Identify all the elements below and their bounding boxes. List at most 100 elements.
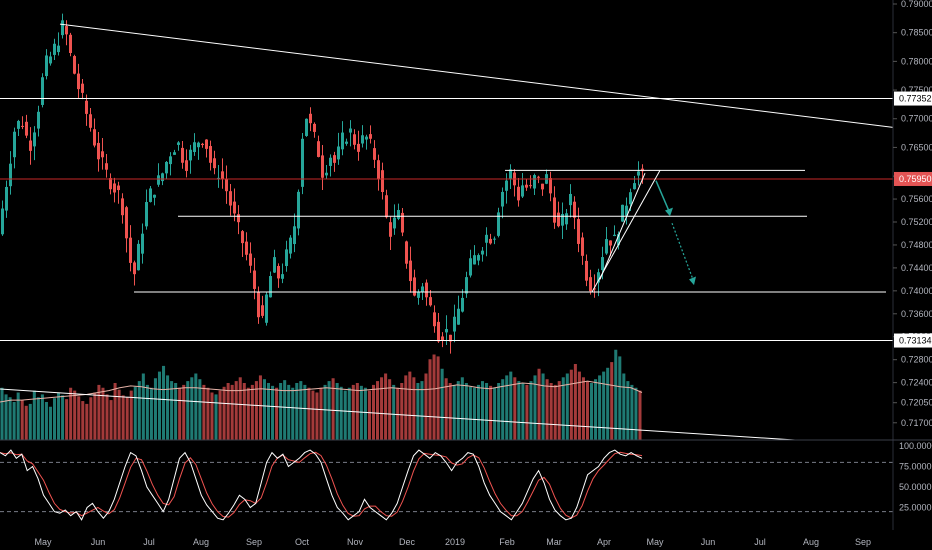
volume-bar: [315, 392, 319, 440]
volume-bar: [218, 390, 222, 440]
volume-bar: [384, 373, 388, 440]
candle-body: [117, 185, 120, 191]
candle-body: [297, 191, 300, 229]
volume-bar: [622, 373, 626, 440]
volume-bar: [513, 377, 517, 440]
candle-body: [173, 152, 176, 155]
candle-body: [101, 151, 104, 158]
volume-bar: [48, 406, 52, 440]
candle-body: [429, 297, 432, 306]
candle-body: [81, 83, 84, 93]
volume-bar: [448, 383, 452, 440]
candle-body: [437, 321, 440, 342]
price-tick-label: 0.71700: [901, 418, 932, 428]
volume-bar: [57, 392, 61, 440]
volume-bar: [561, 377, 565, 440]
volume-bar: [363, 387, 367, 440]
candle-body: [177, 142, 180, 145]
candle-body: [145, 202, 148, 227]
time-tick-label: Aug: [193, 537, 209, 547]
volume-bar: [436, 356, 440, 440]
candle-body: [581, 237, 584, 256]
candle-body: [317, 141, 320, 157]
volume-bar: [618, 356, 622, 440]
volume-bar: [485, 383, 489, 440]
candle-body: [257, 291, 260, 318]
candle-body: [441, 336, 444, 341]
volume-layer: [0, 349, 643, 440]
volume-bar: [501, 379, 505, 440]
price-tick-label: 0.72400: [901, 378, 932, 388]
volume-bar: [549, 383, 553, 440]
price-tick-label: 0.73600: [901, 309, 932, 319]
annotation-lines: [0, 23, 894, 441]
volume-bar: [283, 380, 287, 440]
volume-bar: [113, 383, 117, 440]
volume-bar: [614, 349, 618, 440]
candle-body: [401, 212, 404, 233]
candle-body: [13, 131, 16, 158]
time-tick-label: Jun: [701, 537, 716, 547]
price-tick-label: 0.75200: [901, 217, 932, 227]
candle-body: [9, 163, 12, 187]
candle-body: [421, 286, 424, 293]
trendline-lower: [0, 388, 796, 441]
candle-body: [53, 43, 56, 55]
candle-body: [473, 255, 476, 265]
time-tick-label: Nov: [347, 537, 364, 547]
volume-bar: [533, 375, 537, 440]
candle-body: [93, 129, 96, 146]
stoch-tick-label: 75.0000: [899, 462, 932, 472]
candle-body: [161, 173, 164, 182]
volume-bar: [166, 375, 170, 440]
volume-bar: [12, 402, 16, 440]
candle-body: [573, 201, 576, 218]
candle-body: [321, 155, 324, 178]
volume-bar: [545, 379, 549, 440]
volume-bar: [440, 368, 444, 440]
candle-body: [593, 288, 596, 290]
price-tick-label: 0.77500: [901, 85, 932, 95]
candle-body: [405, 241, 408, 264]
candle-body: [325, 172, 328, 176]
candle-body: [49, 56, 52, 64]
volume-bar: [242, 383, 246, 440]
volume-bar: [85, 403, 89, 440]
candle-body: [181, 147, 184, 163]
candle-body: [485, 234, 488, 243]
candle-body: [21, 125, 24, 127]
candle-body: [137, 243, 140, 271]
candle-body: [377, 160, 380, 179]
price-badge-label: 0.75950: [899, 174, 932, 184]
volume-bar: [254, 381, 258, 440]
volume-bar: [335, 383, 339, 440]
volume-bar: [206, 387, 210, 440]
candle-body: [121, 198, 124, 216]
price-tick-label: 0.74000: [901, 286, 932, 296]
volume-bar: [505, 375, 509, 440]
candle-body: [253, 270, 256, 289]
volume-bar: [145, 384, 149, 440]
candle-body: [265, 294, 268, 323]
candle-body: [129, 237, 132, 263]
candle-body: [357, 143, 360, 152]
candle-body: [365, 136, 368, 140]
volume-bar: [0, 387, 4, 440]
volume-bar: [137, 381, 141, 440]
time-tick-label: Apr: [597, 537, 611, 547]
projection-arrow-1-head: [665, 207, 673, 217]
candle-body: [609, 240, 612, 246]
candle-body: [329, 157, 332, 166]
candle-body: [185, 160, 188, 171]
candle-body: [157, 175, 160, 185]
volume-bar: [182, 384, 186, 440]
volume-bar: [97, 384, 101, 440]
candle-body: [25, 121, 28, 136]
volume-bar: [77, 396, 81, 440]
candle-body: [369, 134, 372, 139]
volume-bar: [594, 379, 598, 440]
candle-body: [481, 250, 484, 255]
candle-body: [449, 334, 452, 342]
candle-body: [153, 194, 156, 198]
volume-bar: [525, 384, 529, 440]
